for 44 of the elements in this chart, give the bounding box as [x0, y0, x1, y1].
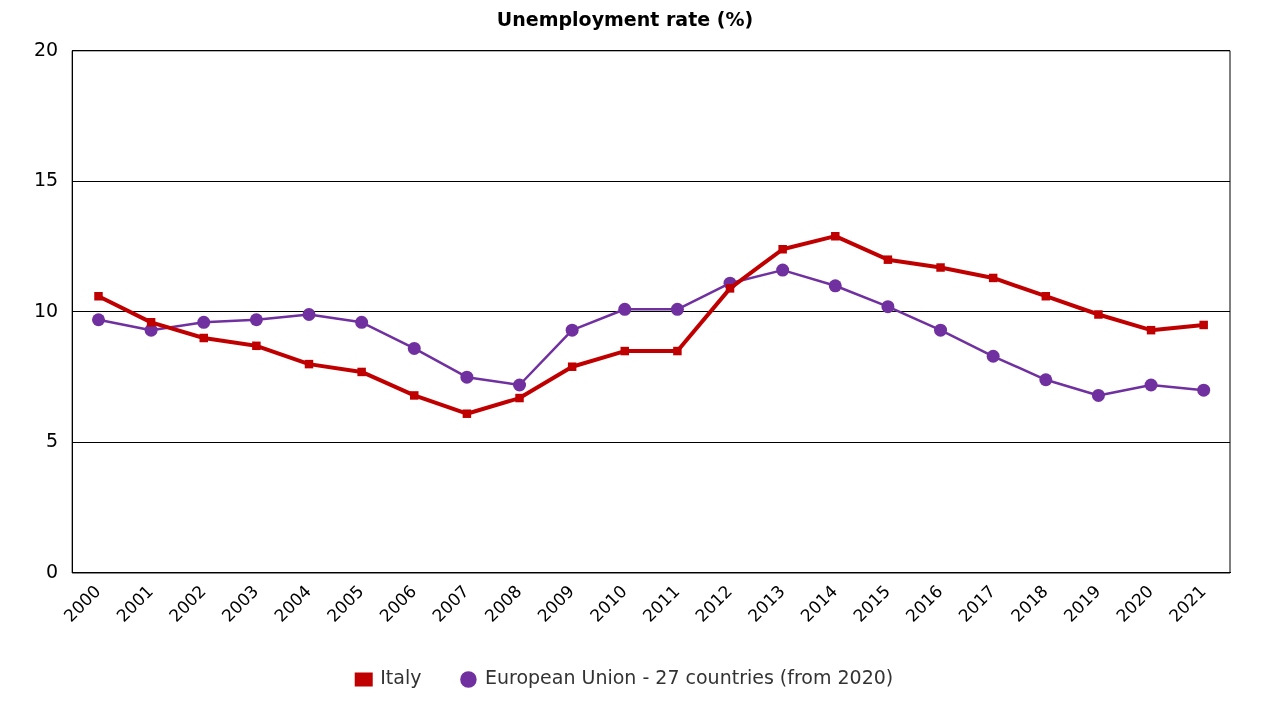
point	[1091, 388, 1105, 402]
legend-label: Italy	[380, 666, 422, 689]
y-tick-label: 0	[46, 559, 59, 582]
point	[778, 244, 787, 254]
point	[986, 349, 1000, 363]
point	[776, 263, 790, 277]
point	[357, 367, 366, 377]
y-tick-label: 15	[33, 168, 59, 191]
y-tick-label: 10	[33, 298, 59, 321]
point	[831, 231, 840, 241]
point	[197, 315, 211, 329]
point	[302, 308, 316, 321]
point	[565, 323, 579, 337]
point	[513, 378, 527, 392]
point	[828, 279, 842, 293]
point	[91, 313, 105, 327]
legend-label: European Union - 27 countries (from 2020)	[484, 666, 894, 689]
point	[410, 391, 419, 400]
point	[515, 393, 524, 403]
point	[355, 315, 369, 329]
point	[1199, 320, 1208, 330]
point	[252, 341, 261, 351]
point	[249, 313, 263, 327]
y-tick-label: 5	[46, 429, 59, 452]
point	[1144, 378, 1158, 392]
point	[1039, 373, 1053, 387]
point	[1094, 310, 1103, 319]
point	[618, 302, 632, 316]
point	[407, 341, 421, 355]
point	[460, 370, 474, 384]
point	[146, 318, 156, 327]
point	[881, 300, 895, 314]
y-tick-label: 20	[33, 37, 59, 60]
point	[934, 323, 948, 337]
point	[670, 302, 684, 316]
point	[883, 255, 893, 264]
point	[936, 263, 945, 272]
point	[1197, 383, 1211, 397]
point	[673, 346, 682, 356]
point	[725, 284, 735, 293]
chart-title: Unemployment rate (%)	[496, 8, 754, 31]
point	[462, 409, 472, 418]
point	[94, 291, 103, 301]
point	[567, 362, 577, 371]
